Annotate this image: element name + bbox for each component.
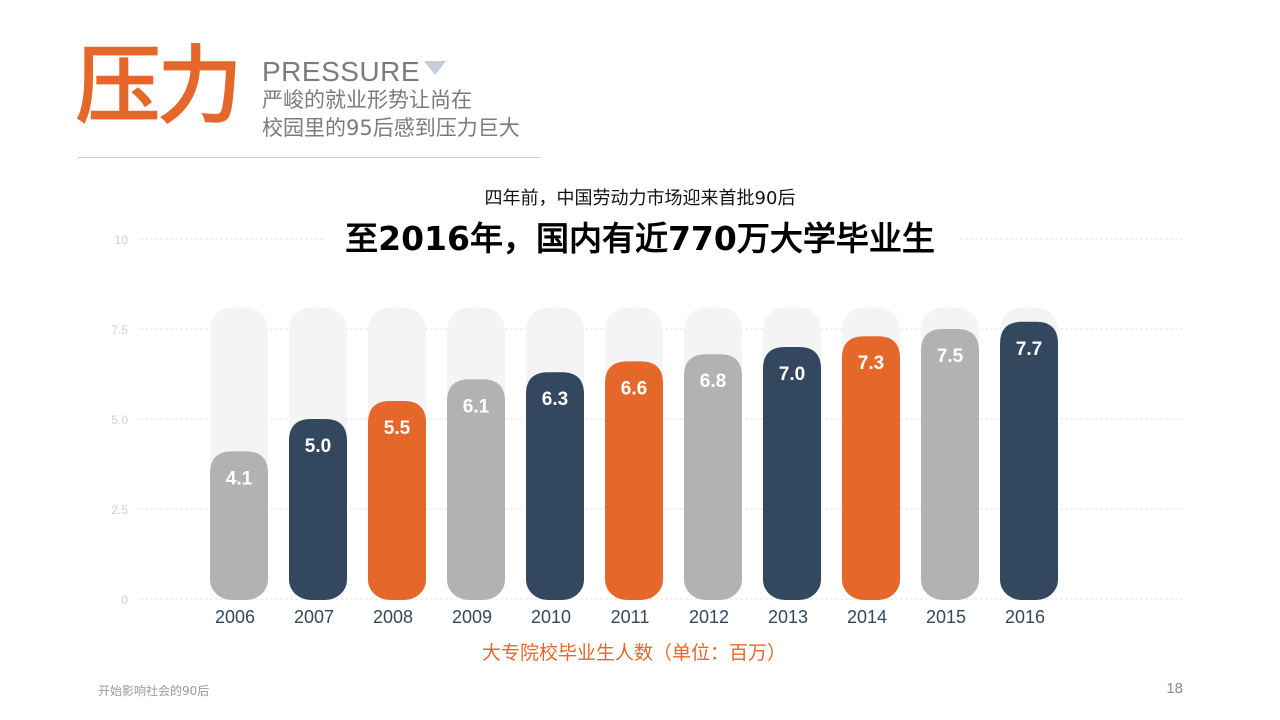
value-label: 4.1: [226, 468, 253, 489]
value-label: 6.1: [463, 396, 490, 417]
bar-base: [842, 560, 900, 600]
category-label: 2010: [531, 607, 571, 627]
bar-base: [289, 560, 347, 600]
bar: [921, 329, 979, 580]
category-label: 2012: [689, 607, 729, 627]
bar-base: [447, 560, 505, 600]
category-label: 2013: [768, 607, 808, 627]
bar: [763, 347, 821, 580]
value-label: 7.5: [937, 346, 964, 367]
bar-base: [921, 560, 979, 600]
category-label: 2006: [215, 607, 255, 627]
value-label: 6.3: [542, 389, 568, 410]
triangle-down-icon: [424, 61, 447, 75]
category-label: 2011: [611, 607, 650, 627]
bar: [684, 354, 742, 580]
bar: [605, 361, 663, 580]
y-tick-label: 0: [121, 593, 128, 607]
bar: [368, 401, 426, 580]
bar-base: [684, 560, 742, 600]
chart-title-wrap: 至2016年，国内有近770万大学毕业生: [0, 212, 1280, 260]
header-divider: [78, 157, 541, 158]
hero-title: 压力: [76, 37, 242, 135]
bar: [447, 379, 505, 580]
page-number: 18: [1166, 680, 1183, 697]
subtitle-cn-line1: 严峻的就业形势让尚在: [262, 88, 472, 112]
bar: [526, 372, 584, 580]
value-label: 7.7: [1016, 339, 1042, 360]
value-label: 7.0: [779, 364, 805, 385]
y-tick-label: 10: [115, 233, 129, 247]
chart-title: 至2016年，国内有近770万大学毕业生: [323, 219, 957, 258]
bar-base: [526, 560, 584, 600]
value-label: 5.0: [305, 436, 331, 457]
subtitle-cn-line2: 校园里的95后感到压力巨大: [262, 116, 520, 140]
subtitle-en: PRESSURE: [262, 56, 447, 88]
bar-base: [368, 560, 426, 600]
value-label: 5.5: [384, 418, 411, 439]
value-label: 6.6: [621, 378, 647, 399]
footer-section-label: 开始影响社会的90后: [98, 684, 210, 698]
value-label: 7.3: [858, 353, 884, 374]
bar: [1000, 321, 1058, 580]
subtitle-en-text: PRESSURE: [262, 56, 421, 87]
category-label: 2008: [373, 607, 413, 627]
bar-base: [763, 560, 821, 600]
bar: [842, 336, 900, 580]
bar-base: [605, 560, 663, 600]
bar: [289, 419, 347, 580]
bar: [210, 451, 268, 580]
category-label: 2016: [1005, 607, 1045, 627]
category-label: 2007: [294, 607, 334, 627]
bar-base: [1000, 560, 1058, 600]
category-label: 2015: [926, 607, 966, 627]
y-tick-label: 7.5: [111, 323, 128, 337]
value-label: 6.8: [700, 371, 726, 392]
category-label: 2009: [452, 607, 492, 627]
x-axis-label: 大专院校毕业生人数（单位：百万）: [482, 642, 786, 664]
bar-base: [210, 560, 268, 600]
category-label: 2014: [847, 607, 887, 627]
y-tick-label: 2.5: [111, 503, 128, 517]
subtitle-cn: 严峻的就业形势让尚在 校园里的95后感到压力巨大: [262, 86, 520, 142]
y-tick-label: 5.0: [111, 413, 128, 427]
chart-pretitle: 四年前，中国劳动力市场迎来首批90后: [484, 188, 796, 209]
